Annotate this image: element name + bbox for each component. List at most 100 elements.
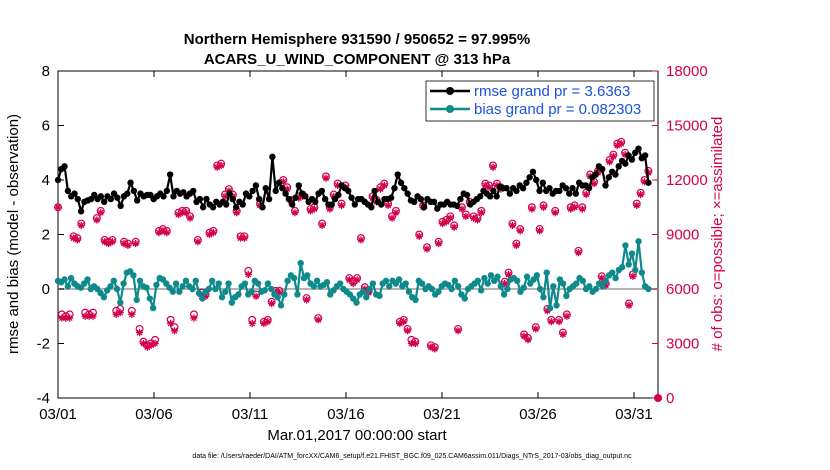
bias-point — [363, 293, 370, 301]
y-right-tick-label: 9000 — [666, 227, 699, 244]
rmse-point — [351, 201, 359, 208]
rmse-point — [411, 198, 418, 205]
obs-assimilated-marker — [415, 232, 423, 240]
obs-assimilated-marker — [555, 318, 563, 326]
bias-point — [428, 285, 436, 293]
obs-assimilated-marker — [411, 339, 419, 348]
obs-assimilated-marker — [539, 203, 548, 211]
bias-point — [264, 280, 272, 287]
bias-point — [386, 283, 393, 290]
obs-assimilated-marker — [489, 163, 497, 171]
rmse-point — [622, 160, 629, 167]
bias-point — [107, 283, 114, 290]
rmse-point — [592, 171, 599, 178]
obs-assimilated-marker — [167, 319, 175, 328]
bias-point — [284, 277, 291, 285]
bias-point — [235, 291, 242, 298]
rmse-point — [279, 184, 286, 192]
rmse-point — [615, 163, 622, 170]
legend: rmse grand pr = 3.6363 bias grand pr = 0… — [425, 80, 655, 122]
rmse-point — [163, 187, 171, 195]
rmse-point — [226, 190, 233, 197]
obs-assimilated-marker — [431, 345, 439, 353]
bias-series — [54, 238, 652, 312]
bias-point — [189, 285, 196, 293]
bias-point — [222, 288, 229, 295]
bias-point — [336, 280, 344, 287]
rmse-point — [612, 171, 619, 178]
bias-point — [195, 289, 203, 297]
obs-assimilated-marker — [435, 239, 443, 248]
obs-assimilated-marker — [217, 161, 225, 170]
bias-point — [133, 296, 140, 304]
rmse-point — [117, 202, 124, 210]
rmse-point — [493, 193, 500, 200]
rmse-point — [199, 204, 207, 211]
bias-point — [586, 283, 593, 290]
bias-point — [277, 302, 285, 309]
obs-assimilated-marker — [384, 201, 392, 210]
x-tick-label: 03/16 — [327, 406, 365, 423]
obs-assimilated-marker — [182, 209, 190, 217]
y-right-tick-label: 12000 — [666, 172, 708, 189]
rmse-point — [107, 195, 114, 203]
obs-assimilated-marker — [322, 174, 330, 182]
bias-point — [402, 280, 409, 287]
rmse-point — [457, 195, 464, 203]
obs-assimilated-marker — [248, 319, 256, 328]
bias-point — [146, 295, 154, 302]
legend-bias-marker — [446, 105, 454, 113]
rmse-point — [546, 184, 553, 192]
x-tick-label: 03/01 — [39, 406, 77, 423]
bias-point — [100, 293, 108, 301]
rmse-point — [272, 187, 279, 195]
rmse-point — [536, 187, 543, 195]
obs-assimilated-marker — [590, 180, 598, 188]
obs-assimilated-marker — [633, 201, 641, 210]
bias-point — [638, 269, 646, 276]
obs-assimilated-marker — [617, 140, 625, 148]
rmse-point — [229, 195, 237, 203]
bias-point — [149, 304, 157, 312]
chart-title: Northern Hemisphere 931590 / 950652 = 97… — [184, 31, 530, 48]
obs-assimilated-marker — [190, 314, 198, 322]
bias-point — [602, 277, 609, 285]
rmse-point — [404, 190, 411, 197]
rmse-point — [232, 204, 240, 211]
bias-point — [418, 280, 426, 287]
bias-point — [281, 291, 288, 298]
bias-point — [553, 302, 560, 309]
bias-point — [192, 277, 199, 285]
rmse-point — [572, 190, 580, 197]
rmse-point — [506, 190, 514, 197]
y-right-tick-label: 0 — [666, 390, 674, 407]
rmse-point — [318, 187, 326, 195]
bias-point — [241, 280, 249, 287]
x-tick-label: 03/06 — [135, 406, 173, 423]
rmse-point — [335, 191, 342, 199]
legend-bias-label: bias grand pr = 0.082303 — [474, 101, 641, 118]
bias-point — [550, 283, 557, 290]
bias-point — [84, 276, 91, 283]
rmse-point — [348, 194, 355, 201]
bias-point — [110, 277, 117, 285]
x-axis-ticks: 03/01 03/06 03/11 03/16 03/21 03/26 03/31 — [39, 71, 653, 423]
obs-assimilated-markers — [54, 140, 662, 402]
obs-assimilated-marker — [291, 209, 299, 217]
rmse-point — [255, 195, 263, 203]
bias-point — [323, 278, 331, 286]
obs-assimilated-marker — [357, 236, 365, 244]
rmse-point — [282, 190, 289, 197]
bias-point — [254, 280, 262, 287]
bias-point — [248, 288, 255, 295]
legend-box — [425, 80, 655, 122]
rmse-point — [64, 187, 72, 195]
rmse-point — [556, 187, 563, 195]
bias-point — [205, 285, 213, 293]
bias-point — [225, 280, 232, 287]
obs-assimilated-marker — [97, 209, 105, 217]
legend-rmse-marker — [446, 87, 454, 95]
bias-point — [559, 280, 567, 287]
bias-point — [536, 285, 544, 293]
y-left-tick-label: 6 — [42, 118, 50, 135]
